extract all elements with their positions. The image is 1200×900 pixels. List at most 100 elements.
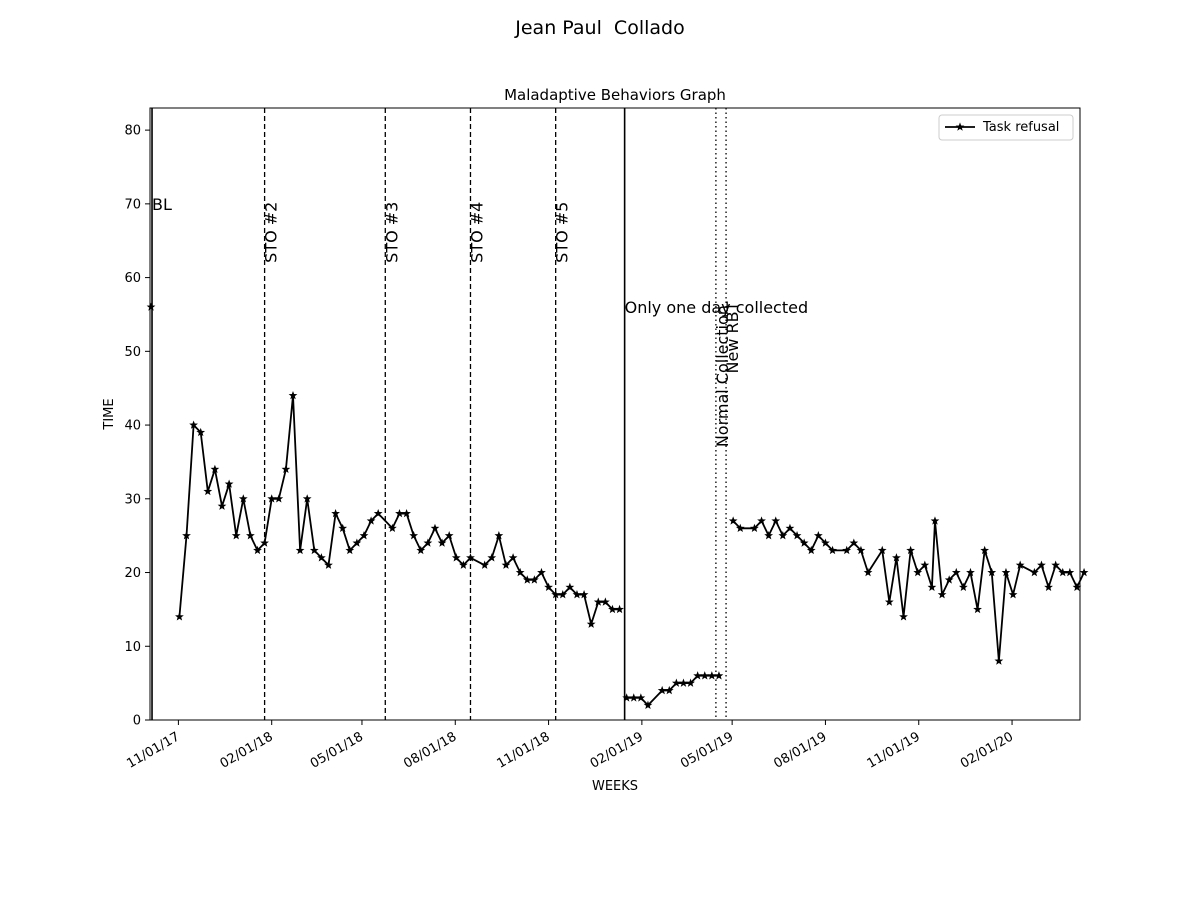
data-point-0-3-27 bbox=[937, 590, 947, 599]
data-point-0-1-43 bbox=[494, 531, 504, 540]
data-point-0-1-13 bbox=[267, 494, 277, 503]
data-point-0-1-58 bbox=[600, 597, 610, 606]
data-point-0-1-57 bbox=[593, 597, 603, 606]
data-point-0-1-19 bbox=[309, 545, 319, 555]
data-point-0-3-19 bbox=[884, 597, 894, 606]
data-point-0-3-12 bbox=[821, 538, 830, 547]
data-point-0-2-4 bbox=[657, 685, 667, 695]
data-point-0-3-35 bbox=[994, 656, 1004, 665]
phase-label-0: BL bbox=[152, 195, 172, 214]
data-point-0-3-45 bbox=[1072, 582, 1082, 591]
phase-lines-layer: BL STO #2 STO #3 STO #4 STO #5 Only one day c… bbox=[151, 108, 808, 720]
y-tick-label-8: 80 bbox=[124, 124, 141, 139]
data-point-0-2-8 bbox=[686, 678, 695, 687]
data-point-0-3-43 bbox=[1058, 567, 1068, 577]
data-point-0-2-11 bbox=[707, 671, 717, 680]
data-point-0-1-35 bbox=[430, 523, 440, 533]
y-tick-label-2: 20 bbox=[124, 566, 141, 581]
y-tick-label-0: 0 bbox=[133, 714, 141, 729]
data-point-0-1-23 bbox=[338, 523, 348, 533]
data-point-0-3-37 bbox=[1008, 590, 1018, 599]
data-point-0-1-4 bbox=[203, 486, 213, 496]
data-point-0-1-25 bbox=[352, 538, 362, 547]
data-point-0-1-52 bbox=[558, 590, 568, 599]
data-point-0-1-34 bbox=[423, 538, 433, 547]
data-point-0-2-10 bbox=[700, 671, 710, 680]
data-point-0-3-33 bbox=[980, 545, 990, 555]
y-axis-ticks: 0 10 20 30 40 50 60 70 80 bbox=[124, 124, 150, 729]
y-tick-label-3: 30 bbox=[124, 492, 141, 507]
series-layer bbox=[146, 302, 1089, 709]
data-point-0-2-7 bbox=[679, 678, 688, 687]
data-point-0-3-30 bbox=[958, 582, 968, 591]
phase-label-4: STO #5 bbox=[553, 202, 572, 263]
data-point-0-1-21 bbox=[324, 560, 333, 569]
phase-label-2: STO #3 bbox=[382, 202, 401, 263]
data-point-0-3-5 bbox=[771, 516, 781, 525]
data-point-0-1-55 bbox=[579, 590, 589, 599]
y-tick-label-5: 50 bbox=[124, 345, 141, 360]
data-point-0-1-17 bbox=[295, 545, 305, 555]
data-point-0-1-22 bbox=[331, 508, 340, 518]
legend-star-marker bbox=[955, 122, 965, 131]
data-point-0-3-20 bbox=[892, 553, 901, 562]
data-point-0-3-39 bbox=[1029, 567, 1039, 577]
data-point-0-1-45 bbox=[508, 553, 518, 562]
data-point-0-1-46 bbox=[515, 567, 525, 577]
data-point-0-1-38 bbox=[451, 553, 461, 562]
data-point-0-1-7 bbox=[224, 479, 234, 488]
data-point-0-1-32 bbox=[409, 531, 419, 540]
data-point-0-3-28 bbox=[944, 575, 954, 584]
data-point-0-2-12 bbox=[714, 671, 724, 680]
plot-frame bbox=[149, 107, 1081, 721]
data-point-0-3-38 bbox=[1015, 560, 1025, 569]
data-point-0-2-0 bbox=[622, 693, 632, 702]
data-point-0-3-46 bbox=[1079, 567, 1089, 577]
data-point-0-1-48 bbox=[530, 575, 539, 584]
data-point-0-1-54 bbox=[572, 590, 582, 599]
data-point-0-1-28 bbox=[373, 508, 383, 518]
data-point-0-2-5 bbox=[664, 685, 674, 695]
data-point-0-1-0 bbox=[175, 612, 184, 621]
data-point-0-1-3 bbox=[196, 427, 206, 437]
data-point-0-1-33 bbox=[416, 545, 426, 555]
data-point-0-3-18 bbox=[877, 545, 887, 555]
data-point-0-1-11 bbox=[253, 545, 262, 555]
data-point-0-3-14 bbox=[842, 545, 852, 555]
data-point-0-3-2 bbox=[750, 523, 759, 533]
data-point-0-3-15 bbox=[849, 538, 859, 547]
legend-entry-task-refusal: Task refusal bbox=[982, 120, 1059, 135]
data-point-0-1-14 bbox=[274, 494, 284, 503]
data-point-0-2-1 bbox=[629, 693, 639, 702]
data-point-0-3-17 bbox=[863, 567, 873, 577]
data-point-0-1-16 bbox=[288, 390, 298, 400]
data-point-0-1-50 bbox=[544, 582, 553, 591]
data-point-0-3-40 bbox=[1037, 560, 1046, 569]
data-point-0-1-30 bbox=[395, 508, 404, 518]
data-point-0-3-11 bbox=[813, 531, 823, 540]
data-point-0-1-24 bbox=[345, 545, 355, 555]
data-point-0-2-3 bbox=[643, 700, 653, 709]
phase-label-1: STO #2 bbox=[262, 202, 281, 263]
data-point-0-1-42 bbox=[487, 553, 497, 562]
data-point-0-3-21 bbox=[899, 612, 908, 621]
data-point-0-3-24 bbox=[920, 560, 930, 569]
y-tick-label-6: 60 bbox=[124, 271, 141, 286]
data-point-0-1-26 bbox=[359, 531, 369, 540]
phase-label-7: New RBT bbox=[723, 301, 742, 373]
data-point-0-1-56 bbox=[586, 619, 596, 628]
data-point-0-1-60 bbox=[615, 604, 624, 614]
data-point-0-3-44 bbox=[1065, 567, 1075, 577]
data-point-0-1-18 bbox=[302, 494, 312, 503]
data-point-0-1-20 bbox=[317, 553, 326, 562]
data-point-0-2-9 bbox=[693, 671, 703, 680]
data-point-0-2-2 bbox=[636, 693, 646, 702]
data-point-0-3-9 bbox=[799, 538, 809, 547]
data-point-0-1-6 bbox=[217, 501, 227, 510]
data-point-0-3-36 bbox=[1001, 567, 1011, 577]
data-point-0-1-9 bbox=[238, 494, 248, 503]
data-point-0-1-40 bbox=[466, 553, 475, 562]
data-point-0-1-2 bbox=[189, 420, 198, 429]
data-point-0-1-15 bbox=[281, 464, 291, 474]
data-point-0-2-6 bbox=[671, 678, 681, 687]
